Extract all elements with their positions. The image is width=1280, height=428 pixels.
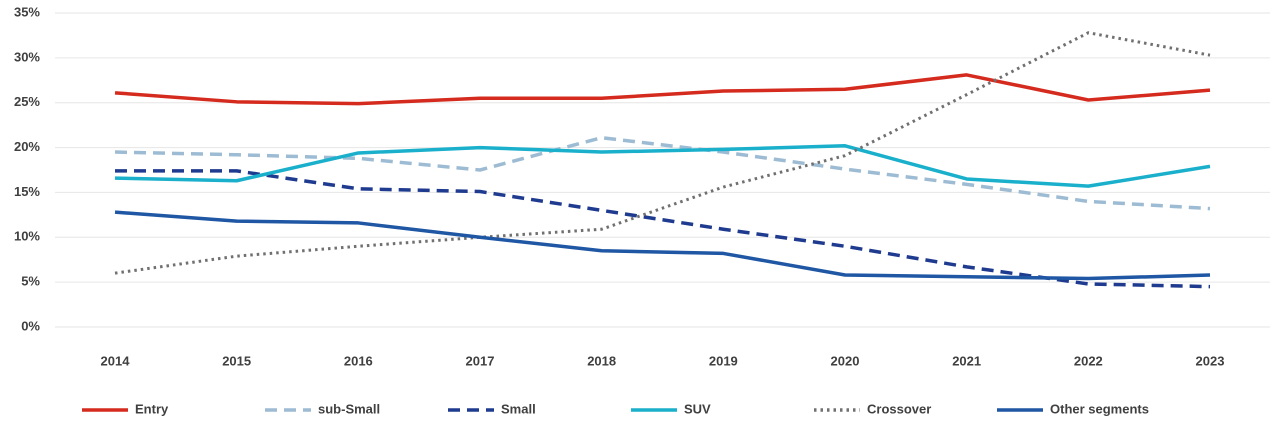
legend-label: Small: [501, 401, 536, 416]
y-tick-label: 15%: [14, 184, 40, 199]
legend-label: sub-Small: [318, 401, 380, 416]
y-tick-label: 25%: [14, 94, 40, 109]
y-tick-label: 10%: [14, 229, 40, 244]
x-tick-label: 2015: [222, 353, 251, 368]
y-tick-label: 30%: [14, 49, 40, 64]
y-tick-label: 5%: [21, 274, 40, 289]
x-tick-label: 2021: [952, 353, 981, 368]
series-line: [115, 169, 1211, 289]
x-tick-label: 2016: [344, 353, 373, 368]
x-tick-label: 2019: [709, 353, 738, 368]
x-tick-label: 2023: [1196, 353, 1225, 368]
legend-label: SUV: [684, 401, 711, 416]
series-line: [114, 210, 1211, 281]
x-tick-label: 2022: [1074, 353, 1103, 368]
y-tick-label: 35%: [14, 4, 40, 19]
legend-label: Entry: [135, 401, 169, 416]
y-tick-label: 20%: [14, 139, 40, 154]
legend-label: Crossover: [867, 401, 931, 416]
x-tick-label: 2017: [466, 353, 495, 368]
series-line: [114, 135, 1211, 211]
series-line: [114, 73, 1211, 106]
series-line: [114, 144, 1211, 188]
y-tick-label: 0%: [21, 318, 40, 333]
x-tick-label: 2020: [831, 353, 860, 368]
legend-label: Other segments: [1050, 401, 1149, 416]
x-tick-label: 2014: [101, 353, 131, 368]
x-tick-label: 2018: [587, 353, 616, 368]
series-line: [114, 31, 1211, 275]
